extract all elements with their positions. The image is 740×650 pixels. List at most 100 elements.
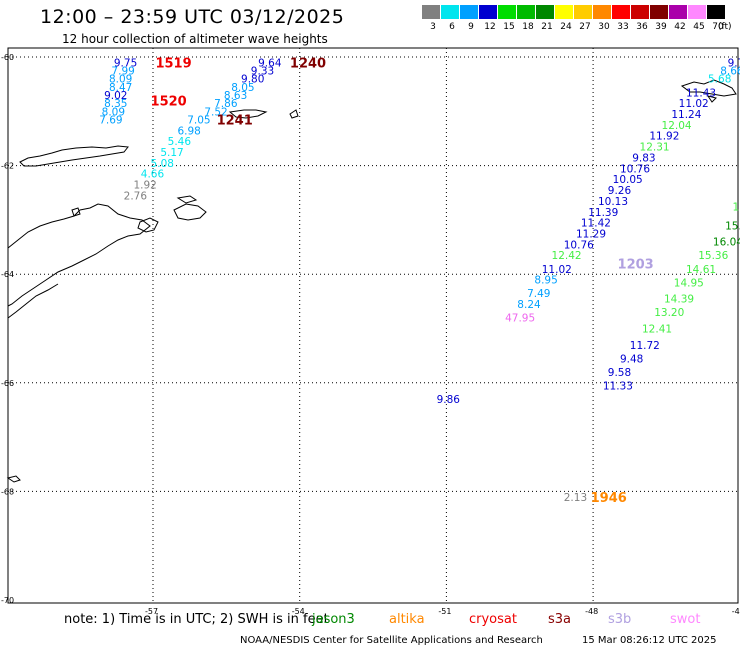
map-frame	[7, 47, 739, 604]
swh-value: 5.46	[168, 136, 192, 148]
legend-label: 18	[522, 22, 534, 32]
swh-value: 11.02	[542, 264, 572, 276]
credit-line: NOAA/NESDIS Center for Satellite Applica…	[240, 635, 543, 646]
legend-label: 3	[430, 22, 436, 32]
lon-tick-label: -45	[732, 607, 740, 616]
swh-value: 9.58	[608, 367, 631, 379]
swh-value: 9.48	[620, 353, 643, 365]
swh-value: 1	[732, 201, 739, 213]
latitude-labels: -60 -62 -64 -66 -68 -70	[1, 53, 14, 605]
page-subtitle: 12 hour collection of altimeter wave hei…	[62, 32, 328, 46]
satellite-s3a: s3a	[548, 612, 572, 627]
swh-value: 12.04	[662, 120, 692, 132]
swh-value: 9.75	[114, 57, 137, 69]
legend-swatch	[707, 5, 725, 19]
pass-time-label: 1519	[155, 56, 191, 71]
swh-value: 8.66	[720, 66, 740, 78]
satellite-jason3: jason3	[312, 612, 355, 627]
lat-tick-label: -70	[1, 596, 14, 605]
legend-swatch	[441, 5, 459, 19]
swh-value: 2.13	[564, 492, 587, 504]
swh-value: 8.35	[104, 98, 127, 110]
legend-label: 9	[468, 22, 474, 32]
swh-value: 8.05	[231, 82, 254, 94]
satellite-s3b: s3b	[608, 612, 632, 627]
legend-unit: (ft)	[718, 22, 732, 32]
swh-value: 9.26	[608, 185, 632, 197]
coastline-clarence	[289, 109, 299, 119]
swh-value: 2.76	[124, 190, 148, 202]
legend-label: 24	[560, 22, 572, 32]
coastline-south-orkney-2	[706, 95, 717, 103]
legend-swatch	[669, 5, 687, 19]
coastline-west-edge	[6, 475, 21, 483]
pass-time-label: 1241	[217, 113, 253, 128]
pass-time-label: 1946	[591, 491, 627, 506]
legend-swatch	[555, 5, 573, 19]
footer-note: note: 1) Time is in UTC; 2) SWH is in fe…	[64, 612, 329, 627]
coastline	[6, 79, 737, 483]
lat-tick-label: -62	[1, 162, 14, 171]
swh-value: 14.95	[674, 277, 704, 289]
swh-value: 6.98	[177, 125, 200, 137]
swh-value: 5.08	[151, 158, 174, 170]
legend-swatch	[650, 5, 668, 19]
lon-tick-label: -51	[438, 607, 451, 616]
swh-value: 16.04	[713, 237, 740, 249]
swh-value: 47.95	[505, 313, 535, 325]
swh-value: 8.47	[109, 82, 132, 94]
swh-value: 9.86	[437, 394, 461, 406]
pass-times: 1519 1520 1241 1240 1203 1946	[151, 56, 654, 505]
longitude-labels: -57 -54 -51 -48 -45	[145, 607, 740, 616]
satellite-altika: altika	[389, 612, 425, 627]
pass-time-label: 1240	[290, 56, 326, 71]
legend-label: 70	[712, 22, 724, 32]
legend-swatch	[593, 5, 611, 19]
swh-value: 10.76	[620, 163, 650, 175]
swh-value: 13.20	[654, 307, 684, 319]
coastline-south-shetland	[19, 145, 129, 167]
swh-value: 9.83	[632, 152, 655, 164]
coastline-dundee	[176, 195, 198, 204]
legend-label: 33	[617, 22, 629, 32]
swh-value: 7.52	[204, 106, 227, 118]
lat-tick-label: -60	[1, 53, 14, 62]
observations: 9.757.998.098.479.028.358.097.699.649.33…	[99, 57, 740, 503]
page-title: 12:00 – 23:59 UTC 03/12/2025	[40, 6, 345, 28]
lon-tick-label: -54	[292, 607, 305, 616]
timestamp: 15 Mar 08:26:12 UTC 2025	[582, 635, 717, 646]
swh-value: 10.13	[598, 196, 628, 208]
swh-value: 14.61	[686, 264, 716, 276]
coastline-elephant	[228, 109, 268, 119]
pass-time-label: 1520	[151, 94, 187, 109]
legend-label: 12	[484, 22, 496, 32]
swh-value: 8.63	[224, 90, 247, 102]
pass-time-label: 1203	[618, 257, 654, 272]
swh-value: 12.42	[552, 250, 582, 262]
swh-value: 12.41	[642, 324, 672, 336]
coastline-joinville	[173, 203, 207, 221]
legend-label: 42	[674, 22, 686, 32]
swh-value: 7.99	[111, 66, 134, 78]
legend-label: 27	[579, 22, 591, 32]
legend-swatch	[688, 5, 706, 19]
swh-value: 11.72	[630, 340, 660, 352]
satellite-swot: swot	[670, 612, 701, 627]
legend-swatch	[422, 5, 440, 19]
swh-value: 10.05	[613, 174, 643, 186]
swh-value: 11.43	[686, 87, 716, 99]
legend-swatch	[612, 5, 630, 19]
coastline-peninsula-2	[7, 283, 59, 319]
legend-swatch	[517, 5, 535, 19]
legend-swatch	[536, 5, 554, 19]
swh-value: 8.95	[534, 275, 557, 287]
swh-value: 8.24	[517, 299, 541, 311]
swh-value: 11.39	[588, 207, 618, 219]
lat-tick-label: -64	[1, 270, 14, 279]
legend-label: 6	[449, 22, 455, 32]
coastline-island-b	[71, 207, 81, 217]
legend-label: 39	[655, 22, 667, 32]
coastline-peninsula	[7, 203, 151, 307]
swh-value: 7.86	[214, 98, 238, 110]
swh-value: 9.02	[104, 90, 127, 102]
